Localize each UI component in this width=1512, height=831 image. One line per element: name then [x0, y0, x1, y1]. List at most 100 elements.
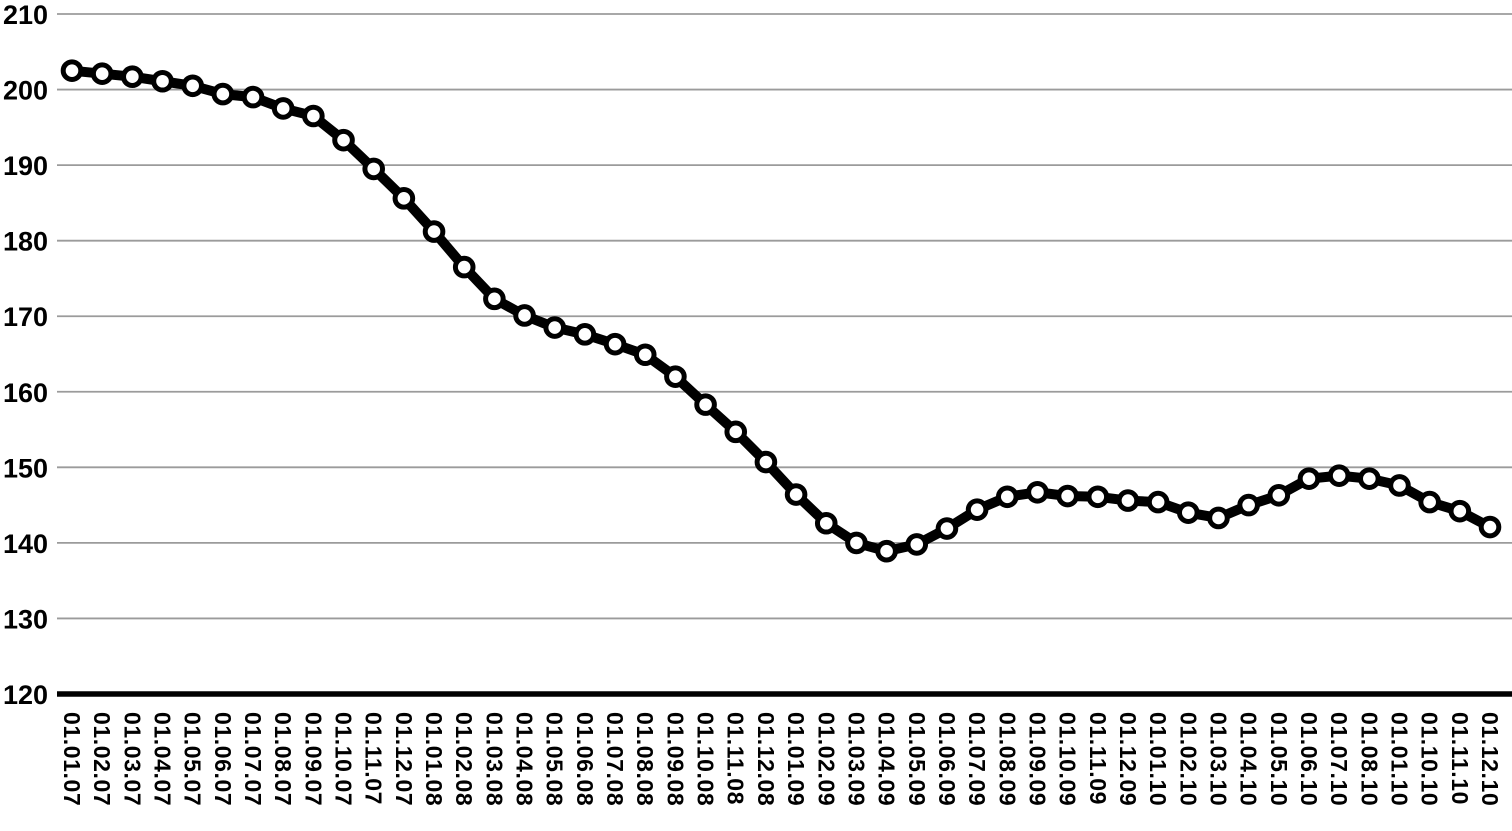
x-tick-label: 01.03.07: [119, 712, 145, 806]
data-point-marker: [422, 220, 446, 243]
x-tick-label: 01.02.09: [813, 712, 839, 806]
x-tick-label: 01.09.08: [662, 712, 688, 806]
data-point-marker: [935, 517, 959, 540]
x-tick-label: 01.12.09: [1115, 712, 1141, 806]
data-point-marker: [784, 483, 808, 506]
data-point-marker: [573, 323, 597, 346]
data-point-marker: [121, 65, 144, 89]
data-point-marker: [905, 533, 929, 556]
y-tick-label: 150: [3, 453, 48, 483]
x-tick-label: 01.07.08: [602, 712, 628, 806]
x-tick-label: 01.03.09: [843, 712, 869, 806]
data-point-marker: [181, 74, 204, 98]
data-point-marker: [1086, 485, 1110, 509]
data-point-marker: [694, 393, 717, 416]
data-point-marker: [241, 85, 265, 109]
x-tick-label: 01.03.08: [481, 712, 507, 806]
data-point-marker: [392, 187, 416, 210]
y-tick-label: 130: [3, 604, 48, 634]
x-tick-label: 01.04.09: [874, 712, 900, 806]
data-point-marker: [1176, 501, 1200, 524]
x-tick-label: 01.01.08: [421, 712, 447, 806]
x-tick-label: 01.11.09: [1085, 712, 1111, 805]
data-point-marker: [1478, 515, 1502, 539]
x-tick-label: 01.10.08: [693, 712, 719, 806]
data-point-marker: [483, 287, 506, 311]
x-tick-label: 01.05.09: [904, 712, 930, 806]
x-tick-label: 01.08.10: [1356, 712, 1382, 806]
data-point-marker: [1448, 499, 1472, 523]
x-tick-label: 01.02.08: [451, 712, 477, 806]
x-tick-label: 01.05.07: [180, 712, 206, 806]
x-tick-label: 01.10.10: [1417, 712, 1443, 806]
x-tick-label: 01.01.07: [59, 712, 85, 806]
data-point-marker: [151, 69, 174, 93]
data-point-marker: [90, 62, 114, 85]
data-point-marker: [1146, 490, 1170, 514]
data-point-marker: [995, 485, 1019, 509]
x-tick-label: 01.11.07: [361, 712, 387, 805]
data-point-marker: [724, 420, 748, 444]
x-tick-label: 01.04.08: [512, 712, 538, 806]
x-tick-label: 01.10.09: [1055, 712, 1081, 806]
x-tick-label: 01.11.08: [723, 712, 749, 805]
x-tick-label: 01.06.08: [572, 712, 598, 806]
data-point-marker: [1358, 467, 1381, 490]
x-tick-label: 01.12.08: [753, 712, 779, 806]
data-point-marker: [754, 450, 778, 474]
x-tick-label: 01.08.08: [632, 712, 658, 806]
data-point-marker: [1026, 480, 1049, 504]
x-tick-label: 01.02.07: [89, 712, 115, 806]
data-point-marker: [332, 128, 355, 152]
data-point-marker: [1297, 467, 1321, 490]
data-point-marker: [965, 498, 989, 521]
data-point-marker: [1388, 474, 1411, 497]
data-point-marker: [664, 365, 687, 388]
x-tick-label: 01.09.07: [300, 712, 326, 806]
data-point-marker: [633, 343, 657, 367]
data-point-marker: [1056, 484, 1079, 508]
x-tick-label: 01.06.09: [934, 712, 960, 806]
x-tick-label: 01.05.08: [542, 712, 568, 806]
data-point-marker: [1327, 464, 1351, 487]
x-tick-label: 01.07.09: [964, 712, 990, 806]
data-point-marker: [302, 104, 325, 128]
y-tick-label: 200: [3, 76, 48, 106]
x-tick-label: 01.09.09: [1024, 712, 1050, 806]
data-point-marker: [452, 255, 476, 279]
y-tick-label: 120: [3, 680, 48, 710]
y-tick-label: 190: [3, 151, 48, 181]
data-point-marker: [211, 82, 235, 106]
x-tick-label: 01.05.10: [1266, 712, 1292, 806]
y-tick-label: 160: [3, 378, 48, 408]
y-tick-label: 180: [3, 227, 48, 257]
data-point-marker: [1237, 493, 1260, 517]
x-tick-label: 01.04.10: [1236, 712, 1262, 806]
x-tick-label: 01.01.09: [783, 712, 809, 806]
data-point-marker: [1267, 483, 1291, 507]
y-tick-label: 210: [3, 0, 48, 30]
x-tick-label: 01.11.10: [1447, 712, 1473, 805]
data-point-marker: [362, 157, 386, 181]
data-point-marker: [1116, 489, 1140, 512]
x-tick-label: 01.12.07: [391, 712, 417, 806]
x-tick-label: 01.01.10: [1145, 712, 1171, 806]
data-point-marker: [271, 97, 295, 120]
x-tick-label: 01.02.10: [1175, 712, 1201, 806]
x-tick-label: 01.08.07: [270, 712, 296, 806]
x-tick-label: 01.07.07: [240, 712, 266, 806]
x-tick-label: 01.01.10: [1386, 712, 1412, 806]
data-point-marker: [1418, 490, 1441, 514]
x-tick-label: 01.03.10: [1205, 712, 1231, 806]
data-point-marker: [875, 539, 898, 563]
data-point-marker: [60, 59, 84, 82]
data-point-marker: [1207, 506, 1230, 530]
data-point-marker: [814, 511, 838, 535]
x-tick-label: 01.07.10: [1326, 712, 1352, 806]
x-tick-label: 01.08.09: [994, 712, 1020, 806]
data-point-marker: [543, 316, 567, 339]
x-tick-label: 01.04.07: [150, 712, 176, 806]
data-point-marker: [603, 332, 627, 356]
